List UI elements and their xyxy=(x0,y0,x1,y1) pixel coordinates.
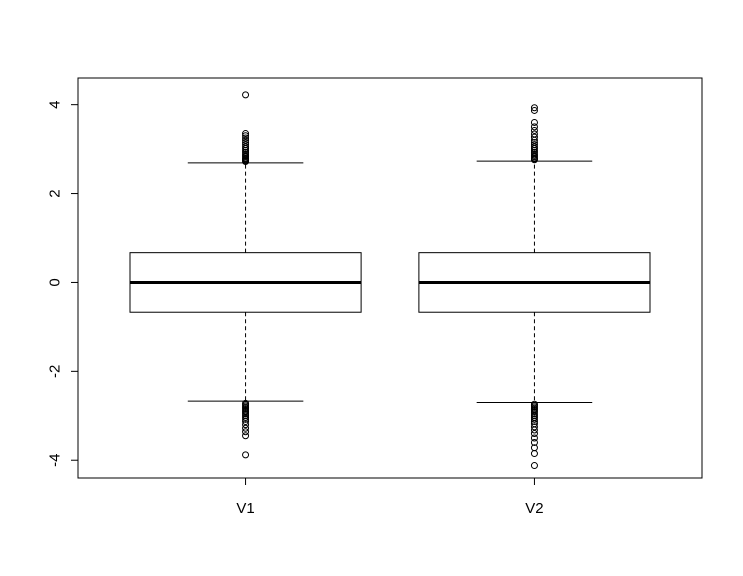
y-tick-label: -4 xyxy=(46,454,63,467)
outlier-point xyxy=(530,450,538,458)
x-tick-label: V2 xyxy=(525,500,543,517)
outlier-point xyxy=(530,418,538,426)
y-tick-label: 4 xyxy=(46,100,63,108)
outlier-point xyxy=(530,138,538,146)
outlier-point xyxy=(242,91,250,99)
outlier-point xyxy=(242,138,250,146)
outlier-point xyxy=(530,106,538,114)
box-v2 xyxy=(418,104,651,470)
outlier-point xyxy=(530,415,538,423)
outlier-point xyxy=(530,430,538,438)
outlier-point xyxy=(242,418,250,426)
outlier-point xyxy=(242,134,250,142)
x-tick-label: V1 xyxy=(236,500,254,517)
outlier-point xyxy=(530,426,538,434)
outlier-point xyxy=(530,423,538,431)
outlier-point xyxy=(530,130,538,138)
y-tick-label: -2 xyxy=(46,365,63,378)
outlier-point xyxy=(242,143,250,151)
y-tick-label: 2 xyxy=(46,189,63,197)
outlier-point xyxy=(530,438,538,446)
outlier-point xyxy=(242,428,250,436)
outlier-point xyxy=(530,133,538,141)
outlier-point xyxy=(530,104,538,112)
x-axis: V1 V2 xyxy=(236,478,544,517)
outlier-point xyxy=(530,143,538,151)
outlier-point xyxy=(242,415,250,423)
boxes-group xyxy=(129,91,651,470)
plot-frame xyxy=(77,77,703,479)
outlier-point xyxy=(242,130,250,138)
outlier-point xyxy=(242,432,250,440)
outlier-point xyxy=(242,421,250,429)
box-v1 xyxy=(129,91,362,459)
outlier-point xyxy=(530,141,538,149)
outlier-point xyxy=(530,123,538,131)
outlier-point xyxy=(242,141,250,149)
outlier-point xyxy=(530,434,538,442)
outlier-point xyxy=(242,132,250,140)
outlier-point xyxy=(242,424,250,432)
outlier-point xyxy=(242,451,250,459)
outlier-point xyxy=(242,136,250,144)
y-tick-label: 0 xyxy=(46,278,63,286)
y-axis: -4 -2 0 2 4 xyxy=(46,100,78,467)
outlier-point xyxy=(530,126,538,134)
outlier-point xyxy=(530,462,538,470)
outlier-point xyxy=(530,118,538,126)
